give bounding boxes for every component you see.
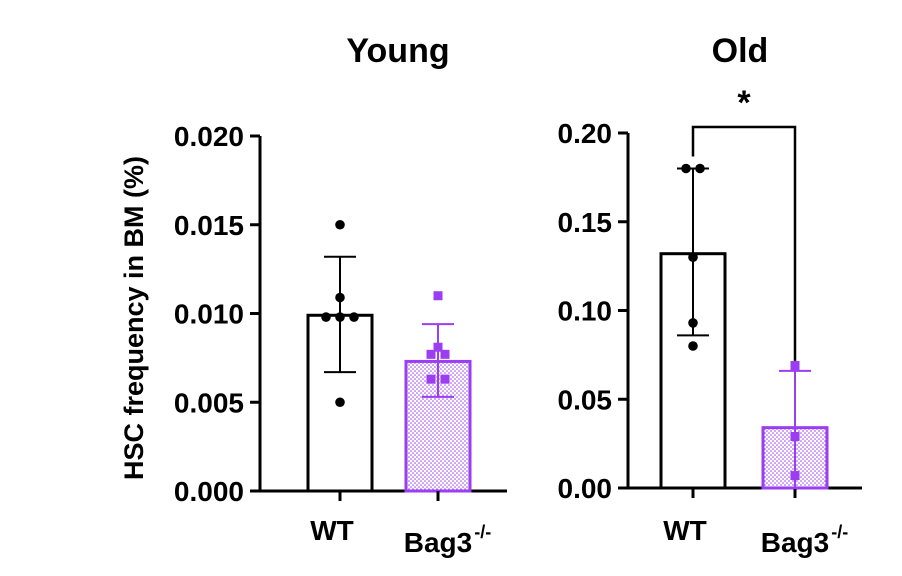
category-label-wt: WT [663, 515, 707, 546]
category-label-wt: WT [310, 515, 354, 546]
data-point-wt [688, 341, 698, 351]
y-tick-label: 0.05 [558, 384, 613, 415]
data-point-wt [335, 397, 345, 408]
data-point-bag3 [426, 349, 436, 359]
data-point-wt [681, 163, 691, 174]
panel-title: Young [346, 32, 449, 70]
data-point-bag3 [440, 349, 450, 359]
significance-star: * [737, 84, 751, 122]
y-tick-label: 0.005 [174, 387, 244, 418]
panel-title: Old [712, 32, 769, 70]
data-point-bag3 [426, 374, 436, 384]
category-label-bag3: Bag3 [761, 527, 829, 558]
data-point-wt [335, 312, 345, 322]
category-superscript: -/- [474, 522, 491, 542]
data-point-wt [335, 219, 345, 230]
y-tick-label: 0.000 [174, 476, 244, 507]
y-tick-label: 0.10 [558, 296, 613, 327]
panel-young: Young 0.000 0.005 0.010 0.015 0.020 WT Bag3 -/- [174, 32, 507, 558]
category-label-bag3: Bag3 [404, 527, 472, 558]
data-point-wt [695, 163, 705, 174]
y-tick-label: 0.015 [174, 210, 244, 241]
data-point-bag3 [433, 291, 443, 301]
y-tick-label: 0.15 [558, 207, 613, 238]
y-tick-label: 0.010 [174, 299, 244, 330]
y-tick-label: 0.020 [174, 121, 244, 152]
panel-old: Old 0.00 0.05 0.10 0.15 0.20 WT Bag3 -/- * [558, 32, 862, 558]
y-axis-label: HSC frequency in BM (%) [119, 156, 149, 480]
category-superscript: -/- [831, 522, 848, 542]
data-point-bag3 [440, 374, 450, 384]
data-point-bag3 [790, 432, 800, 442]
data-point-bag3 [790, 361, 800, 371]
data-point-bag3 [790, 471, 800, 481]
data-point-wt [688, 252, 698, 263]
data-point-bag3 [433, 342, 443, 352]
data-point-wt [335, 292, 345, 303]
y-tick-label: 0.20 [558, 118, 613, 149]
data-point-wt [349, 312, 359, 322]
y-tick-label: 0.00 [558, 473, 613, 504]
data-point-wt [321, 312, 331, 322]
data-point-wt [688, 318, 698, 328]
significance-bracket [691, 125, 797, 361]
